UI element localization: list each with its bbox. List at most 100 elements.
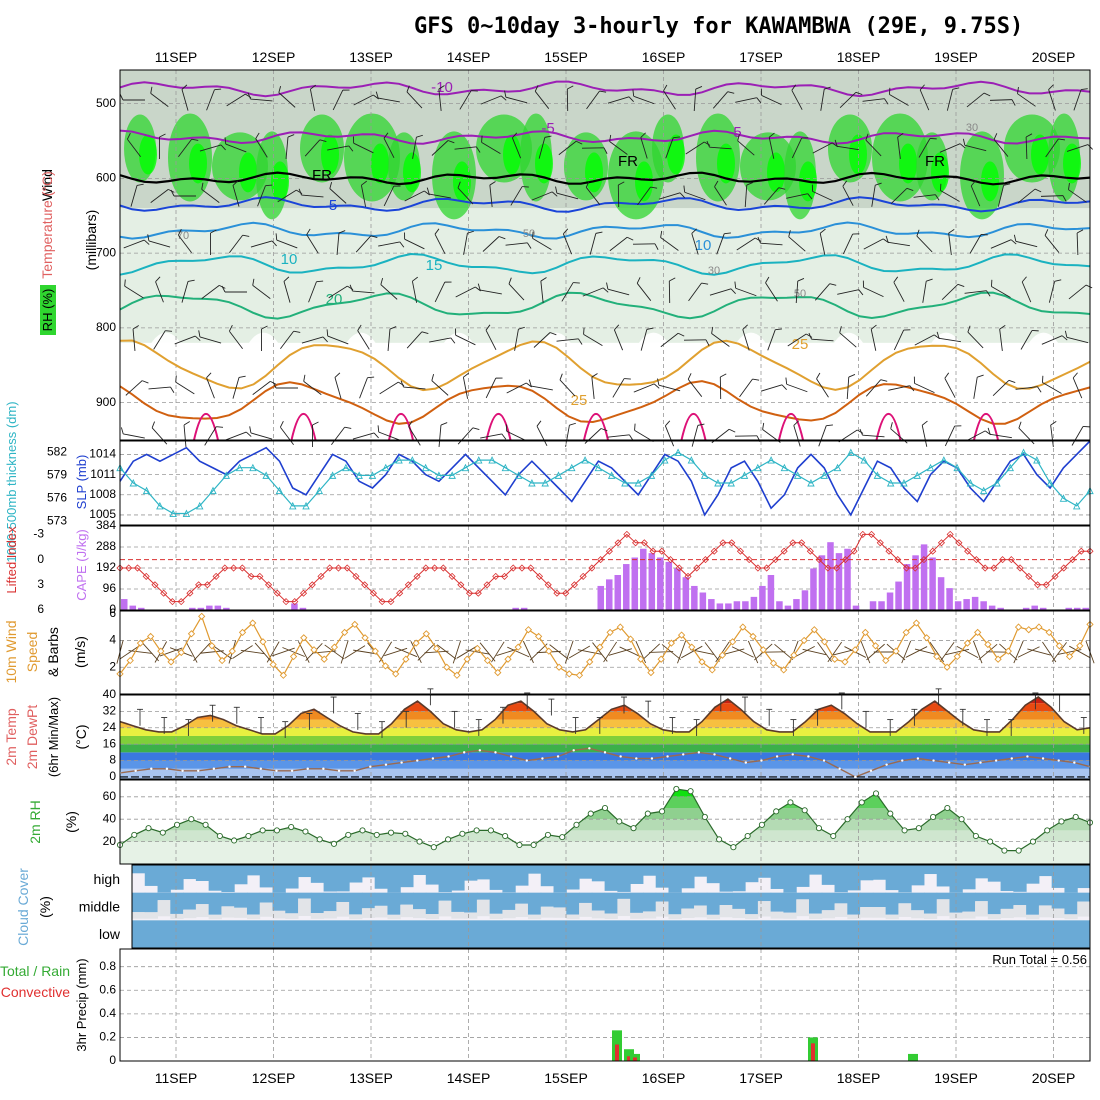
rh-moist-core bbox=[403, 152, 421, 193]
slp-frame bbox=[119, 440, 1091, 526]
wind-barb bbox=[275, 233, 298, 249]
wind-barb-flag bbox=[375, 91, 379, 99]
wind-barb-flag bbox=[991, 279, 993, 287]
dewpoint-dot bbox=[572, 749, 575, 752]
wind-barb-staff bbox=[1050, 425, 1054, 447]
wind-barb-staff bbox=[255, 138, 268, 158]
rh-moist-core bbox=[585, 152, 603, 193]
wind-barb bbox=[221, 285, 247, 293]
cloud-middle-gap bbox=[208, 914, 222, 920]
rh2m-marker bbox=[716, 836, 723, 843]
wind-barb bbox=[791, 137, 809, 159]
li-marker bbox=[972, 556, 980, 564]
cloud-high-cell bbox=[706, 865, 721, 884]
cloud-high-cell bbox=[796, 865, 810, 887]
wind-barb-staff bbox=[229, 234, 243, 254]
wind-barb-flag bbox=[653, 383, 660, 389]
wind-barb-staff bbox=[970, 185, 981, 207]
cloud-middle-gap bbox=[860, 907, 874, 918]
wind-barb-staff bbox=[359, 377, 368, 399]
li-marker bbox=[404, 581, 412, 589]
li-marker bbox=[361, 581, 369, 589]
wind-barb-staff bbox=[1071, 426, 1084, 446]
wind-barb bbox=[375, 91, 400, 103]
li-marker bbox=[666, 556, 675, 564]
wind-barb bbox=[126, 133, 141, 158]
wind-barb-staff bbox=[403, 386, 426, 390]
wind-barb bbox=[462, 372, 469, 399]
wind-barb-flag bbox=[880, 379, 888, 382]
dewpoint-dot bbox=[947, 761, 951, 764]
wind-barb-flag bbox=[498, 236, 506, 240]
wind-barb-staff bbox=[380, 284, 398, 300]
cape-bar bbox=[657, 557, 664, 610]
wind-barb-staff bbox=[760, 384, 783, 392]
rh-color-band bbox=[120, 808, 1090, 820]
wind10-barb bbox=[929, 641, 945, 663]
wind10-barb bbox=[827, 641, 842, 663]
dewpoint-dot bbox=[290, 769, 294, 773]
temp-color-band bbox=[120, 760, 1090, 769]
cloud-high-cell bbox=[694, 865, 708, 877]
wind-barb-staff bbox=[767, 329, 776, 351]
wind-barb-flag bbox=[278, 86, 282, 93]
li-marker bbox=[203, 581, 211, 589]
wind-barb bbox=[257, 184, 273, 207]
wind-barb-staff bbox=[352, 290, 375, 294]
wind-barb-flag bbox=[626, 236, 634, 241]
wind10-marker bbox=[626, 635, 635, 643]
wind-barb bbox=[609, 134, 628, 155]
isotherm-30-fragment bbox=[875, 413, 902, 441]
wind-barb-staff bbox=[787, 333, 807, 347]
wind-barb bbox=[485, 324, 497, 351]
dewpoint-dot bbox=[228, 765, 231, 768]
wind-barb-staff bbox=[897, 137, 901, 159]
wind-barb-staff bbox=[709, 288, 732, 296]
wind-barb-flag bbox=[142, 380, 149, 384]
wind-barb-flag bbox=[573, 282, 580, 284]
wind-barb-staff bbox=[199, 144, 222, 152]
li-marker bbox=[527, 564, 535, 572]
wind-barb bbox=[1068, 182, 1087, 203]
cloud-frame bbox=[131, 864, 1091, 949]
wind-barb bbox=[658, 192, 685, 200]
wind-barb-staff bbox=[687, 379, 703, 397]
cloud-high-cell bbox=[144, 865, 159, 886]
wind-barb bbox=[426, 187, 451, 199]
li-tick-label: -3 bbox=[33, 527, 44, 541]
dewpoint-dot bbox=[197, 769, 200, 773]
li-marker bbox=[177, 598, 185, 606]
wind-barb bbox=[229, 234, 250, 254]
cloud-middle-cell bbox=[783, 892, 797, 913]
wind10-marker bbox=[1055, 642, 1064, 650]
wind-barb-flag bbox=[155, 276, 161, 283]
wind-barb-staff bbox=[742, 329, 750, 351]
cloud-middle-gap bbox=[413, 909, 427, 919]
wind10-marker bbox=[596, 643, 604, 651]
li-marker bbox=[334, 564, 343, 572]
wind-barb-staff bbox=[283, 281, 291, 303]
cloud-middle-cell bbox=[502, 892, 516, 910]
wind-barb bbox=[785, 377, 808, 393]
cloud-middle-cell bbox=[821, 892, 836, 911]
wind-barb-flag bbox=[504, 90, 507, 98]
precip-convective-bar bbox=[811, 1043, 815, 1061]
wind-barb-flag bbox=[450, 337, 456, 344]
rh2m-marker bbox=[915, 825, 922, 832]
wind-barb-flag bbox=[255, 132, 260, 139]
wind-barb-flag bbox=[1048, 84, 1054, 90]
wind10-barb bbox=[232, 645, 253, 659]
cloud-middle-cell bbox=[706, 892, 721, 915]
wind-barb-flag bbox=[206, 372, 212, 379]
wind-barb-flag bbox=[261, 325, 268, 330]
li-marker bbox=[378, 598, 386, 606]
cloud-middle-cell bbox=[630, 892, 644, 913]
wind-barb-staff bbox=[888, 385, 910, 391]
thickness-marker bbox=[395, 456, 403, 464]
wind-barb-staff bbox=[132, 329, 136, 351]
wind-barb bbox=[993, 133, 1009, 157]
wind-barb-staff bbox=[383, 185, 395, 207]
rh2m-marker bbox=[416, 838, 423, 845]
